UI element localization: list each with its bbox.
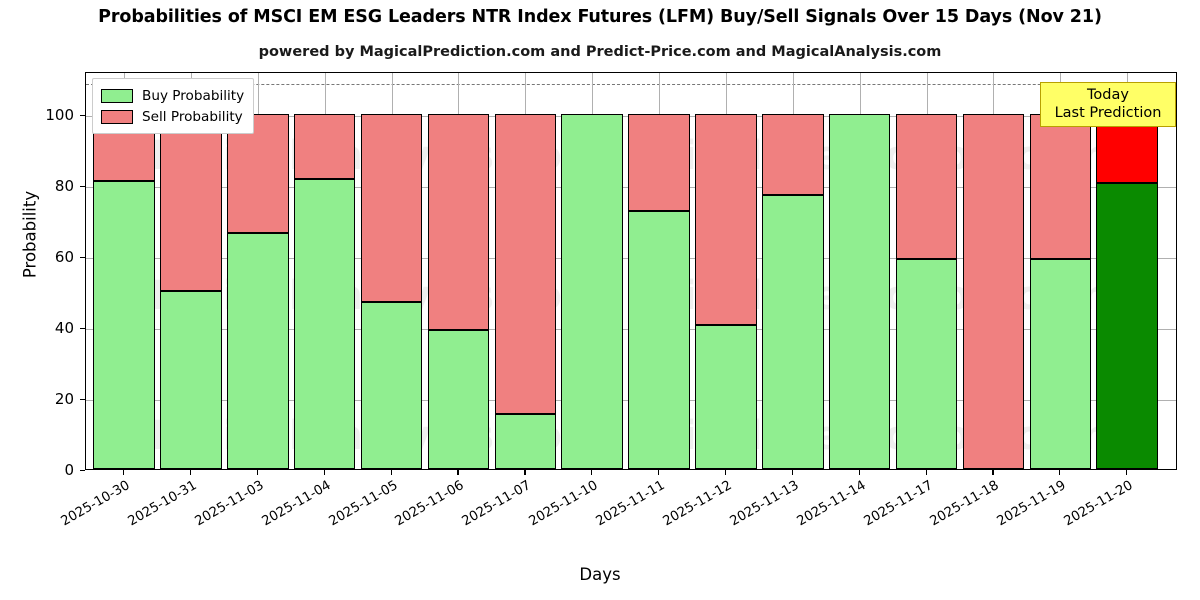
legend-item-buy[interactable]: Buy Probability bbox=[101, 85, 244, 106]
reference-line bbox=[86, 83, 1176, 85]
bar-group[interactable] bbox=[628, 73, 690, 469]
x-axis-tick-mark bbox=[1126, 470, 1128, 475]
bar-group[interactable] bbox=[962, 73, 1025, 469]
x-axis-tick-mark bbox=[858, 470, 860, 475]
bar-group[interactable] bbox=[1096, 73, 1158, 469]
y-axis-tick-label: 60 bbox=[54, 247, 74, 266]
bar-group[interactable] bbox=[762, 73, 824, 469]
x-axis-tick-mark bbox=[925, 470, 927, 475]
bar-segment-sell[interactable] bbox=[160, 113, 222, 292]
bar-group[interactable] bbox=[494, 73, 557, 469]
legend-label-buy: Buy Probability bbox=[142, 87, 245, 104]
legend-swatch-buy-icon bbox=[101, 88, 133, 103]
today-callout-line1: Today bbox=[1087, 87, 1129, 103]
bar-segment-buy[interactable] bbox=[293, 179, 356, 469]
x-axis-tick-mark bbox=[591, 470, 593, 475]
bar-group[interactable] bbox=[360, 73, 423, 469]
bar-segment-sell[interactable] bbox=[628, 113, 690, 212]
bar-segment-buy[interactable] bbox=[93, 181, 155, 469]
bar-segment-buy[interactable] bbox=[762, 195, 824, 469]
bar-group[interactable] bbox=[828, 73, 891, 469]
bar-segment-buy[interactable] bbox=[494, 413, 557, 469]
bar-segment-buy[interactable] bbox=[628, 211, 690, 469]
bar-segment-buy[interactable] bbox=[1029, 259, 1092, 469]
bar-segment-buy[interactable] bbox=[160, 291, 222, 469]
y-axis-tick-mark bbox=[80, 185, 85, 187]
chart-legend[interactable]: Buy Probability Sell Probability bbox=[92, 78, 255, 134]
bar-segment-buy[interactable] bbox=[561, 113, 623, 469]
x-axis-tick-mark bbox=[390, 470, 392, 475]
bar-segment-buy[interactable] bbox=[1096, 182, 1158, 469]
x-axis-tick-mark bbox=[123, 470, 125, 475]
legend-swatch-sell-icon bbox=[101, 109, 133, 124]
today-callout: Today Last Prediction bbox=[1040, 82, 1176, 128]
page-title: Probabilities of MSCI EM ESG Leaders NTR… bbox=[98, 7, 1102, 27]
y-axis-tick-label: 40 bbox=[54, 318, 74, 337]
x-axis-tick-mark bbox=[1059, 470, 1061, 475]
legend-item-sell[interactable]: Sell Probability bbox=[101, 106, 244, 127]
today-callout-line2: Last Prediction bbox=[1054, 105, 1162, 122]
x-axis-label: Days bbox=[579, 565, 621, 584]
bar-group[interactable] bbox=[427, 73, 490, 469]
chart-subtitle: powered by MagicalPrediction.com and Pre… bbox=[258, 44, 942, 60]
x-axis-tick-mark bbox=[992, 470, 994, 475]
bar-segment-sell[interactable] bbox=[494, 113, 557, 414]
x-axis-tick-mark bbox=[189, 470, 192, 475]
bar-segment-buy[interactable] bbox=[895, 259, 958, 469]
bar-segment-buy[interactable] bbox=[360, 301, 423, 469]
bar-group[interactable] bbox=[695, 73, 757, 469]
bar-segment-sell[interactable] bbox=[762, 113, 824, 196]
y-axis-tick-mark bbox=[80, 114, 85, 116]
bar-group[interactable] bbox=[293, 73, 356, 469]
y-axis-tick-label: 0 bbox=[64, 461, 74, 479]
bar-group[interactable] bbox=[160, 73, 222, 469]
y-axis-tick-mark bbox=[80, 327, 85, 330]
bar-segment-sell[interactable] bbox=[293, 113, 356, 180]
x-axis-tick-mark bbox=[791, 470, 793, 475]
bar-group[interactable] bbox=[561, 73, 623, 469]
x-axis-tick-mark bbox=[724, 470, 727, 475]
bar-group[interactable] bbox=[895, 73, 958, 469]
y-axis-tick-mark bbox=[80, 398, 85, 401]
y-axis-tick-mark bbox=[80, 470, 85, 472]
y-axis-tick-label: 100 bbox=[45, 105, 74, 124]
x-axis-tick-mark bbox=[457, 470, 459, 475]
x-axis-tick-mark bbox=[323, 470, 325, 475]
bar-segment-sell[interactable] bbox=[1029, 113, 1092, 260]
x-axis-tick-mark bbox=[658, 470, 660, 475]
bar-segment-sell[interactable] bbox=[227, 113, 289, 233]
bar-segment-buy[interactable] bbox=[695, 325, 757, 469]
y-axis-tick-mark bbox=[80, 256, 85, 258]
bar-group[interactable] bbox=[227, 73, 289, 469]
legend-label-sell: Sell Probability bbox=[142, 108, 243, 125]
bar-group[interactable] bbox=[1029, 73, 1092, 469]
bar-segment-sell[interactable] bbox=[962, 113, 1025, 469]
x-axis-tick-mark bbox=[256, 470, 259, 475]
bar-segment-sell[interactable] bbox=[360, 113, 423, 302]
y-axis-tick-label: 20 bbox=[54, 389, 74, 408]
bar-segment-buy[interactable] bbox=[427, 330, 490, 469]
bar-group[interactable] bbox=[93, 73, 155, 469]
y-axis-tick-label: 80 bbox=[54, 176, 74, 195]
bar-segment-sell[interactable] bbox=[895, 113, 958, 260]
bar-segment-sell[interactable] bbox=[695, 113, 757, 326]
bar-segment-buy[interactable] bbox=[227, 232, 289, 469]
bar-segment-sell[interactable] bbox=[427, 113, 490, 331]
bar-segment-buy[interactable] bbox=[828, 113, 891, 469]
x-axis-tick-mark bbox=[524, 470, 526, 475]
